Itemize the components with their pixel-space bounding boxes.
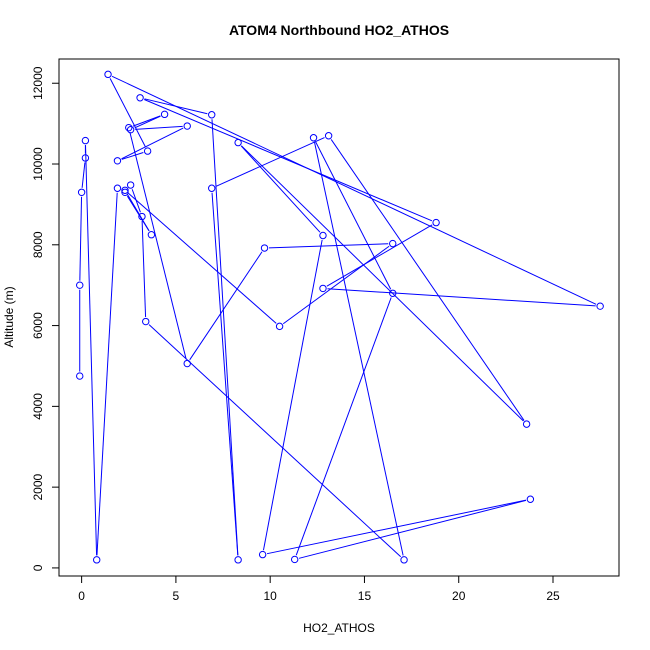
- series-segment: [326, 224, 433, 287]
- data-point: [208, 184, 216, 192]
- series-segment: [327, 288, 596, 307]
- series-segment: [189, 251, 263, 361]
- data-point: [389, 239, 397, 248]
- data-point: [319, 231, 327, 240]
- data-point: [81, 154, 90, 162]
- data-point: [121, 188, 129, 196]
- x-tick-label: 10: [263, 589, 277, 603]
- x-axis: 0 5 10 15 20 25: [78, 575, 560, 603]
- series-segment: [135, 125, 183, 130]
- data-point: [125, 123, 133, 132]
- series-segment: [144, 99, 433, 222]
- series-layer: [76, 70, 604, 564]
- series-segment: [269, 243, 389, 249]
- data-point: [143, 147, 152, 155]
- data-point: [234, 556, 242, 564]
- y-tick-label: 8000: [31, 231, 45, 258]
- data-point: [183, 359, 191, 368]
- data-point: [77, 188, 86, 196]
- series-segment: [240, 145, 321, 233]
- series-segment: [79, 196, 83, 281]
- y-axis: 0 2000 4000 6000 8000 10000 12000: [31, 66, 60, 571]
- series-segment: [132, 115, 161, 127]
- x-tick-label: 20: [452, 589, 466, 603]
- data-point: [76, 372, 84, 380]
- data-point: [260, 244, 269, 252]
- x-tick-label: 25: [546, 589, 560, 603]
- series-segment: [240, 145, 524, 422]
- y-tick-label: 6000: [31, 312, 45, 339]
- data-point: [389, 289, 397, 297]
- data-point: [93, 556, 101, 564]
- series-segment: [295, 297, 392, 556]
- data-point: [81, 136, 90, 145]
- data-point: [432, 218, 440, 227]
- x-axis-label: HO2_ATHOS: [303, 621, 375, 635]
- series-segment: [121, 151, 144, 160]
- series-segment: [148, 324, 402, 558]
- data-point: [234, 138, 242, 147]
- data-point: [138, 212, 146, 221]
- y-tick-label: 0: [31, 564, 45, 571]
- data-point: [400, 556, 408, 564]
- data-point: [208, 111, 216, 119]
- y-tick-label: 2000: [31, 473, 45, 500]
- series-segment: [81, 162, 86, 188]
- series-segment: [298, 499, 527, 559]
- x-tick-label: 15: [358, 589, 372, 603]
- plot-frame: [58, 58, 620, 577]
- series-segment: [85, 145, 98, 556]
- series-segment: [128, 192, 277, 324]
- data-point: [113, 184, 122, 192]
- data-point: [76, 281, 84, 289]
- series-segment: [144, 98, 208, 115]
- series-segment: [134, 115, 161, 129]
- data-point: [526, 495, 535, 503]
- y-tick-label: 4000: [31, 393, 45, 420]
- series-segment: [109, 78, 147, 148]
- data-point: [147, 230, 156, 239]
- data-point: [136, 94, 144, 102]
- y-tick-label: 10000: [31, 147, 45, 181]
- data-point: [104, 70, 112, 79]
- series-segment: [262, 239, 323, 551]
- data-point: [324, 132, 333, 140]
- series-segment: [141, 221, 147, 318]
- data-point: [160, 110, 169, 119]
- series-segment: [330, 139, 525, 421]
- data-point: [309, 134, 318, 142]
- data-point: [126, 125, 135, 134]
- series-segment: [211, 119, 239, 556]
- data-point: [142, 317, 150, 326]
- series-segment: [215, 137, 325, 187]
- data-point: [258, 550, 267, 559]
- data-point: [121, 186, 129, 194]
- x-tick-label: 0: [78, 589, 85, 603]
- series-segment: [126, 193, 150, 232]
- x-tick-label: 5: [173, 589, 180, 603]
- series-segment: [121, 127, 184, 160]
- data-point: [522, 420, 531, 428]
- series-segment: [96, 192, 118, 556]
- data-point: [275, 322, 284, 331]
- series-segment: [315, 141, 392, 290]
- series-segment: [129, 131, 187, 360]
- series-segment: [211, 192, 239, 556]
- chart-title: ATOM4 Northbound HO2_ATHOS: [229, 22, 449, 38]
- data-point: [596, 302, 604, 310]
- data-point: [126, 181, 135, 189]
- series-segment: [314, 142, 404, 556]
- data-point: [113, 157, 122, 165]
- data-point: [319, 284, 327, 293]
- series-segment: [131, 189, 141, 213]
- y-tick-label: 12000: [31, 66, 45, 100]
- data-point: [183, 122, 191, 130]
- series-segment: [282, 245, 390, 325]
- y-axis-label: Altitude (m): [2, 286, 16, 347]
- data-point: [290, 555, 299, 564]
- series-segment: [111, 75, 597, 305]
